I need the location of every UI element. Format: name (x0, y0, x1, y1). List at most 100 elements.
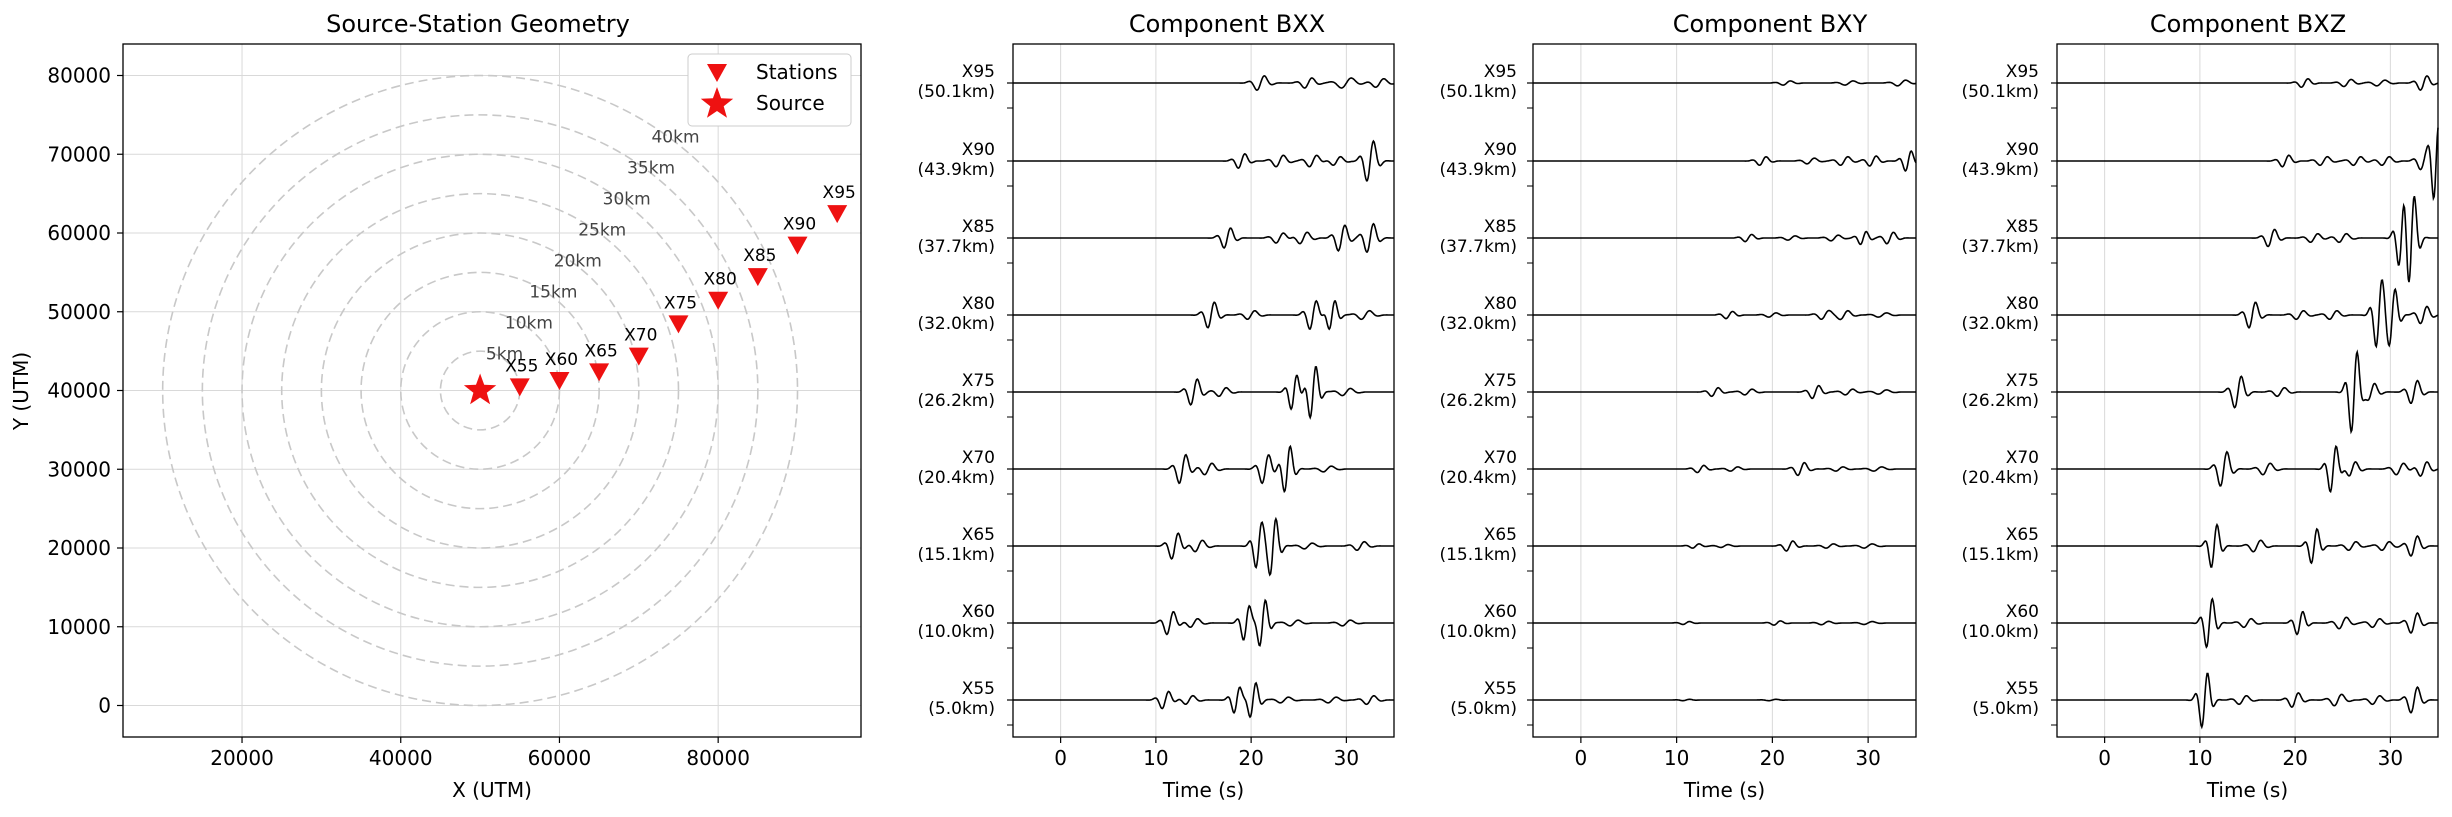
range-ring (320, 232, 640, 549)
station-label: X80 (704, 270, 737, 290)
station-label: X55 (505, 356, 538, 376)
station-distance-label: (50.1km) (1961, 82, 2039, 102)
component-bxy-title: Component BXY (1673, 10, 1868, 38)
range-ring (241, 153, 719, 628)
waveform-trace-x60 (1013, 598, 1394, 647)
time-tick-label: 30 (1334, 746, 1359, 770)
component-bxy-frame (1532, 43, 1917, 738)
legend-source-label: Source (756, 91, 825, 115)
station-marker (747, 268, 768, 287)
station-name-label: X60 (2006, 602, 2039, 622)
y-tick-label: 60000 (47, 221, 111, 245)
range-ring (280, 192, 680, 589)
waveform-trace-x85 (2057, 195, 2438, 283)
station-marker (589, 363, 610, 382)
station-distance-label: (15.1km) (1439, 545, 1517, 565)
station-name-label: X85 (2006, 217, 2039, 237)
waveform-trace-x65 (1533, 540, 1916, 552)
y-tick-label: 0 (98, 694, 111, 718)
station-distance-label: (32.0km) (917, 314, 995, 334)
waveform-trace-x85 (1533, 230, 1916, 246)
component-bxy-plot: 0 10 20 30 Time (s) X95(50.1km) X90(43.9km) X85… (1439, 44, 1917, 802)
station-distance-label: (10.0km) (1439, 622, 1517, 642)
station-label: X95 (823, 183, 856, 203)
x-tick-label: 20000 (210, 746, 274, 770)
time-tick-label: 10 (1664, 746, 1689, 770)
y-tick-label: 30000 (47, 457, 111, 481)
station-label: X60 (545, 350, 578, 370)
y-tick-label: 20000 (47, 536, 111, 560)
waveform-trace-x70 (2057, 444, 2439, 494)
station-name-label: X65 (2006, 525, 2039, 545)
time-tick-label: 30 (2378, 746, 2403, 770)
range-rings: 5km 10km 15km 20km 25km 30km 35km 40km (161, 74, 799, 707)
waveform-trace-x70 (1533, 461, 1916, 477)
component-bxx-frame (1012, 43, 1395, 738)
station-name-label: X90 (2006, 140, 2039, 160)
station-name-label: X70 (1484, 448, 1517, 468)
station-name-label: X60 (962, 602, 995, 622)
geometry-x-ticks: 20000 40000 60000 80000 (210, 737, 750, 770)
legend-box (687, 53, 852, 127)
waveform-trace-x70 (1013, 444, 1394, 494)
station-marker (668, 315, 689, 334)
legend-source-marker (700, 87, 734, 118)
station-name-label: X80 (962, 294, 995, 314)
component-bxx-panel: Component BXX 0 10 20 30 Time (s) X95(50.1km)… (917, 10, 1395, 802)
geometry-x-axis-label: X (UTM) (452, 778, 532, 802)
station-name-label: X65 (962, 525, 995, 545)
time-tick-label: 20 (1760, 746, 1785, 770)
station-marker (549, 372, 570, 391)
station-name-label: X80 (1484, 294, 1517, 314)
station-distance-label: (37.7km) (917, 237, 995, 257)
time-axis-label: Time (s) (1162, 778, 1244, 802)
station-marker (509, 378, 530, 397)
waveform-trace-x80 (1533, 309, 1916, 321)
geometry-y-ticks: 0 10000 20000 30000 40000 50000 60000 70000 8000… (47, 64, 123, 718)
waveform-trace-x75 (1533, 384, 1916, 400)
component-bxy-panel: Component BXY 0 10 20 30 Time (s) X95(50.1km)… (1439, 10, 1917, 802)
range-ring (399, 310, 561, 471)
component-bxz-frame (2056, 43, 2439, 738)
waveform-trace-x75 (1013, 366, 1394, 420)
geometry-title: Source-Station Geometry (326, 10, 630, 38)
geometry-legend: Stations Source (687, 53, 852, 127)
waveform-trace-x85 (1013, 222, 1394, 253)
station-name-label: X85 (962, 217, 995, 237)
waveform-trace-x60 (2057, 597, 2438, 649)
station-name-label: X70 (2006, 448, 2039, 468)
station-distance-label: (20.4km) (917, 468, 995, 488)
station-distance-label: (50.1km) (1439, 82, 1517, 102)
station-label: X75 (664, 293, 697, 313)
component-bxz-panel: Component BXZ 0 10 20 30 Time (s) X95(50.1km)… (1961, 10, 2439, 802)
station-marker (628, 347, 649, 366)
waveform-trace-x80 (1013, 299, 1394, 331)
station-distance-label: (15.1km) (917, 545, 995, 565)
range-ring (360, 271, 600, 510)
source-marker (463, 373, 497, 405)
station-distance-label: (5.0km) (928, 699, 995, 719)
station-name-label: X55 (2006, 679, 2039, 699)
time-tick-label: 20 (1238, 746, 1263, 770)
station-distance-label: (10.0km) (917, 622, 995, 642)
range-ring-label: 5km (486, 344, 523, 364)
station-name-label: X85 (1484, 217, 1517, 237)
waveform-trace-x65 (1013, 516, 1394, 577)
waveform-trace-x95 (1533, 79, 1917, 87)
x-tick-label: 80000 (686, 746, 750, 770)
range-ring-label: 35km (627, 158, 675, 178)
station-name-label: X90 (1484, 140, 1517, 160)
station-name-label: X95 (1484, 62, 1517, 82)
station-name-label: X55 (1484, 679, 1517, 699)
y-tick-label: 40000 (47, 379, 111, 403)
range-ring (201, 114, 759, 667)
station-name-label: X75 (1484, 371, 1517, 391)
time-tick-label: 0 (1054, 746, 1067, 770)
y-tick-label: 10000 (47, 615, 111, 639)
station-distance-label: (43.9km) (1961, 160, 2039, 180)
waveform-trace-x75 (2057, 349, 2438, 435)
station-marker (827, 205, 848, 224)
y-tick-label: 70000 (47, 142, 111, 166)
time-axis-label: Time (s) (1683, 778, 1765, 802)
